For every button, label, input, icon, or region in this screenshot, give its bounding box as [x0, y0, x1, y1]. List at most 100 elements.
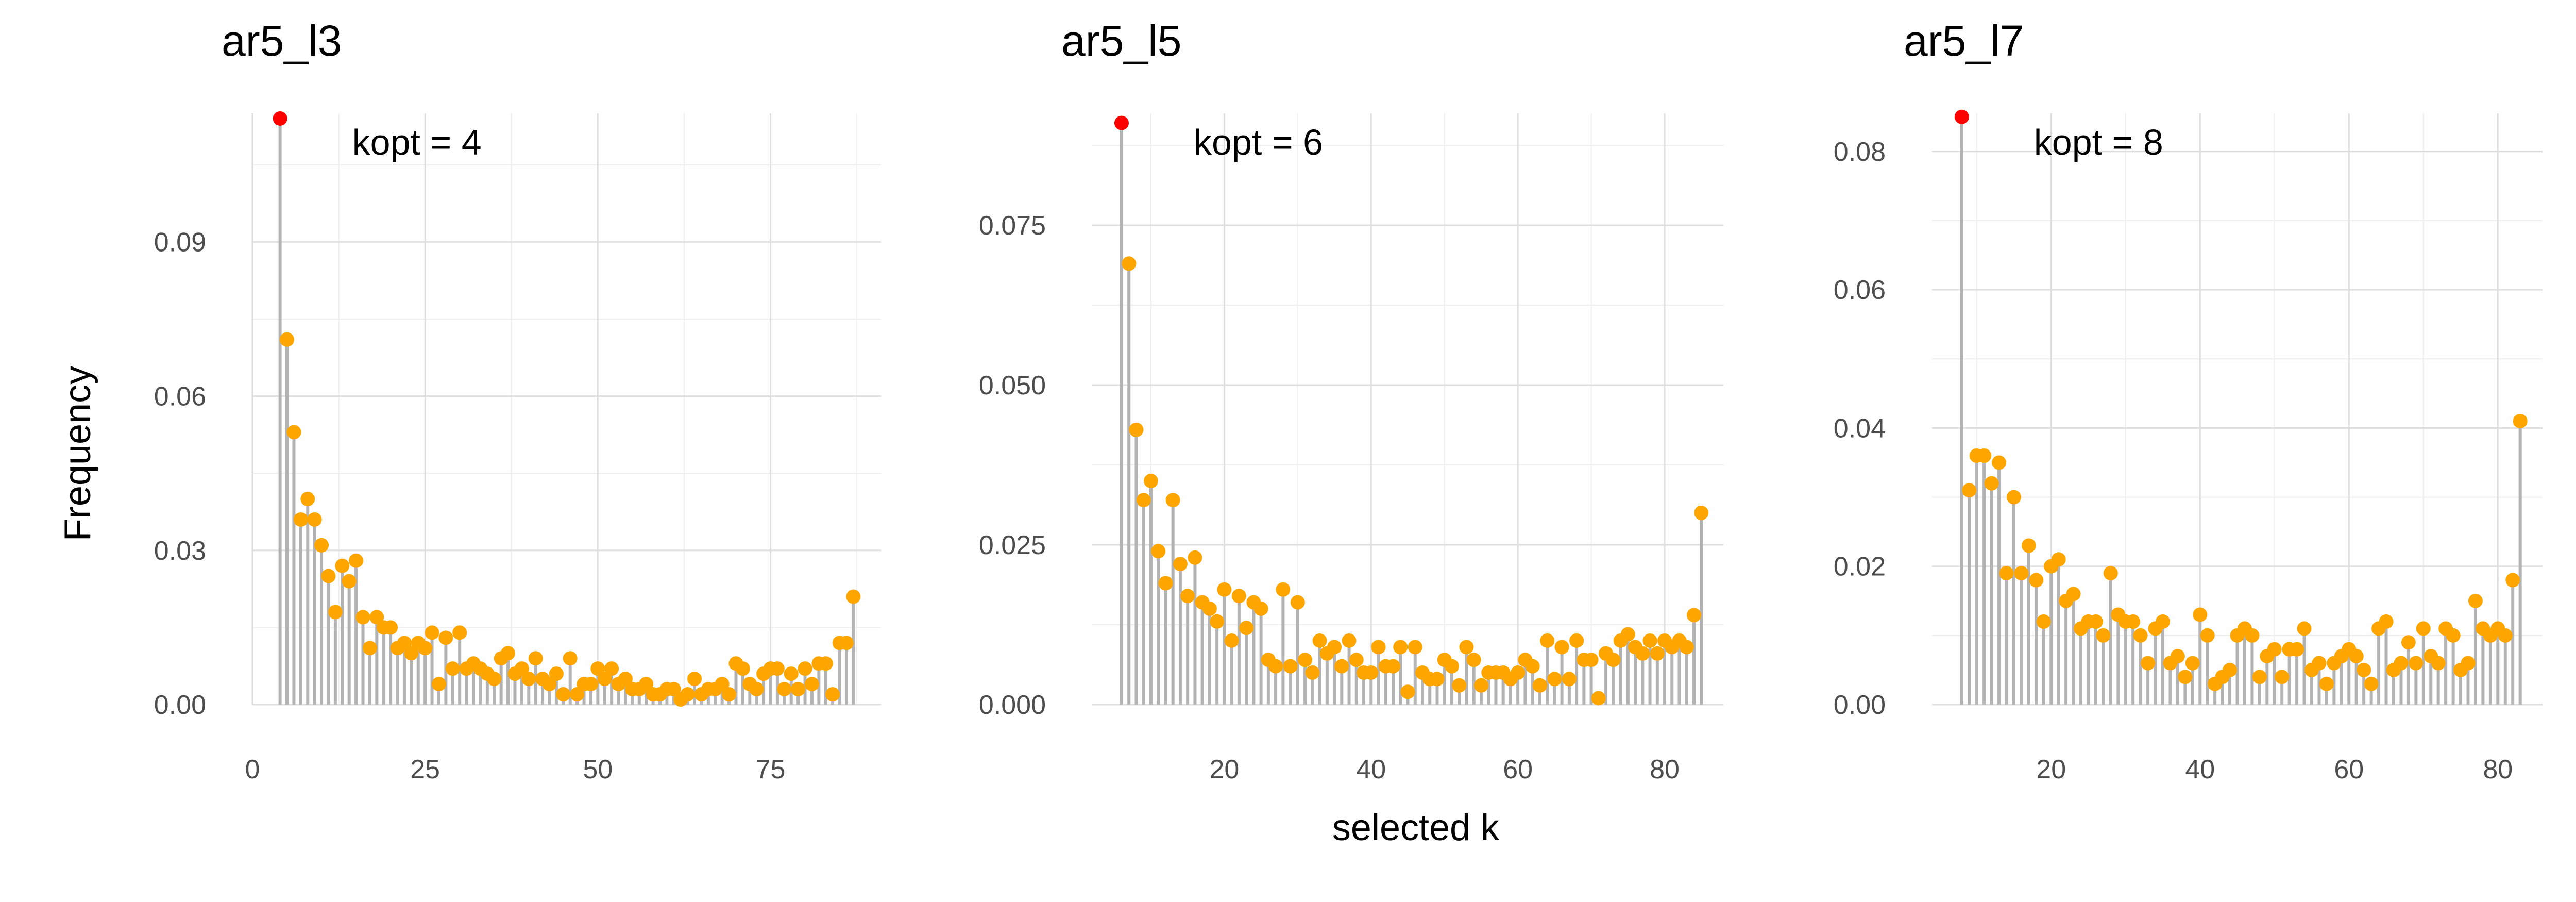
data-point: [1562, 672, 1577, 687]
data-point: [1129, 422, 1144, 437]
data-point: [2505, 573, 2520, 588]
data-point: [1532, 678, 1547, 693]
data-point: [2357, 662, 2371, 677]
panel-title: ar5_l3: [222, 16, 342, 65]
data-point: [1466, 653, 1481, 667]
data-point: [666, 682, 681, 697]
y-tick-label: 0.06: [154, 382, 206, 412]
data-point: [1393, 640, 1408, 655]
data-point: [2364, 676, 2379, 691]
x-tick-label: 80: [2483, 755, 2513, 784]
x-tick-label: 20: [2036, 755, 2066, 784]
y-tick-label: 0.04: [1834, 413, 1886, 443]
data-point: [2252, 670, 2267, 684]
data-point: [1217, 582, 1232, 597]
data-point: [487, 672, 502, 687]
data-point: [2014, 566, 2029, 581]
data-point: [514, 661, 529, 676]
data-point: [2021, 538, 2036, 553]
data-point: [2290, 642, 2304, 657]
data-point: [1180, 589, 1195, 604]
data-point: [2051, 552, 2066, 567]
data-point: [1511, 665, 1526, 680]
data-point: [314, 538, 329, 553]
data-point: [1151, 544, 1166, 559]
data-point: [749, 682, 764, 697]
data-point: [2170, 649, 2185, 664]
data-point: [2006, 490, 2021, 505]
data-point: [798, 661, 812, 676]
data-point: [542, 677, 557, 692]
x-tick-label: 50: [583, 755, 613, 784]
data-point: [335, 558, 350, 573]
data-point: [1210, 614, 1225, 629]
data-point: [2096, 628, 2111, 643]
data-point: [369, 610, 384, 625]
data-point: [2193, 607, 2208, 622]
data-point: [1268, 659, 1283, 674]
data-point: [2431, 656, 2446, 671]
data-point: [2036, 614, 2051, 629]
data-point: [618, 672, 633, 687]
data-point: [818, 656, 833, 671]
data-point: [1620, 627, 1635, 642]
data-point: [770, 661, 785, 676]
data-point: [1349, 653, 1364, 667]
data-point: [2275, 670, 2290, 684]
data-point: [1173, 557, 1188, 572]
data-point: [1364, 665, 1379, 680]
data-point: [2461, 656, 2476, 671]
x-tick-label: 0: [245, 755, 260, 784]
data-point: [687, 672, 702, 687]
data-point: [1569, 633, 1584, 648]
data-point: [2141, 656, 2156, 671]
data-point: [2312, 656, 2327, 671]
data-point: [528, 651, 543, 666]
data-point: [2409, 656, 2424, 671]
kopt-point: [273, 111, 287, 126]
data-point: [342, 574, 357, 589]
y-tick-label: 0.075: [979, 211, 1046, 241]
x-tick-label: 25: [410, 755, 440, 784]
data-point: [2319, 676, 2334, 691]
data-point: [2379, 614, 2394, 629]
data-point: [2133, 628, 2148, 643]
data-point: [2066, 587, 2081, 602]
data-point: [1158, 576, 1173, 591]
gridlines: [251, 113, 881, 706]
lollipop-series: [273, 111, 861, 707]
data-point: [2185, 656, 2200, 671]
data-point: [355, 610, 370, 625]
data-point: [1188, 550, 1202, 565]
data-point: [1253, 602, 1268, 616]
data-point: [1606, 653, 1621, 667]
y-tick-label: 0.025: [979, 530, 1046, 560]
data-point: [418, 641, 433, 656]
data-point: [2416, 621, 2431, 636]
data-point: [1334, 659, 1349, 674]
data-point: [2029, 573, 2044, 588]
data-point: [383, 620, 398, 635]
data-point: [1694, 506, 1709, 520]
data-point: [2245, 628, 2260, 643]
data-point: [2297, 621, 2312, 636]
data-point: [404, 646, 419, 661]
data-point: [293, 512, 308, 527]
data-point: [2513, 413, 2528, 428]
data-point: [1584, 653, 1599, 667]
data-point: [549, 666, 564, 681]
data-point: [2155, 614, 2170, 629]
data-point: [1386, 659, 1401, 674]
data-point: [1298, 653, 1313, 667]
data-point: [1992, 455, 2007, 470]
data-point: [438, 630, 453, 645]
data-point: [1276, 582, 1291, 597]
panel-title: ar5_l5: [1061, 16, 1182, 65]
kopt-annotation: kopt = 8: [2034, 122, 2163, 162]
data-point: [1283, 659, 1298, 674]
data-point: [722, 687, 737, 702]
data-point: [2088, 614, 2103, 629]
data-point: [1977, 448, 1992, 463]
data-point: [583, 677, 598, 692]
